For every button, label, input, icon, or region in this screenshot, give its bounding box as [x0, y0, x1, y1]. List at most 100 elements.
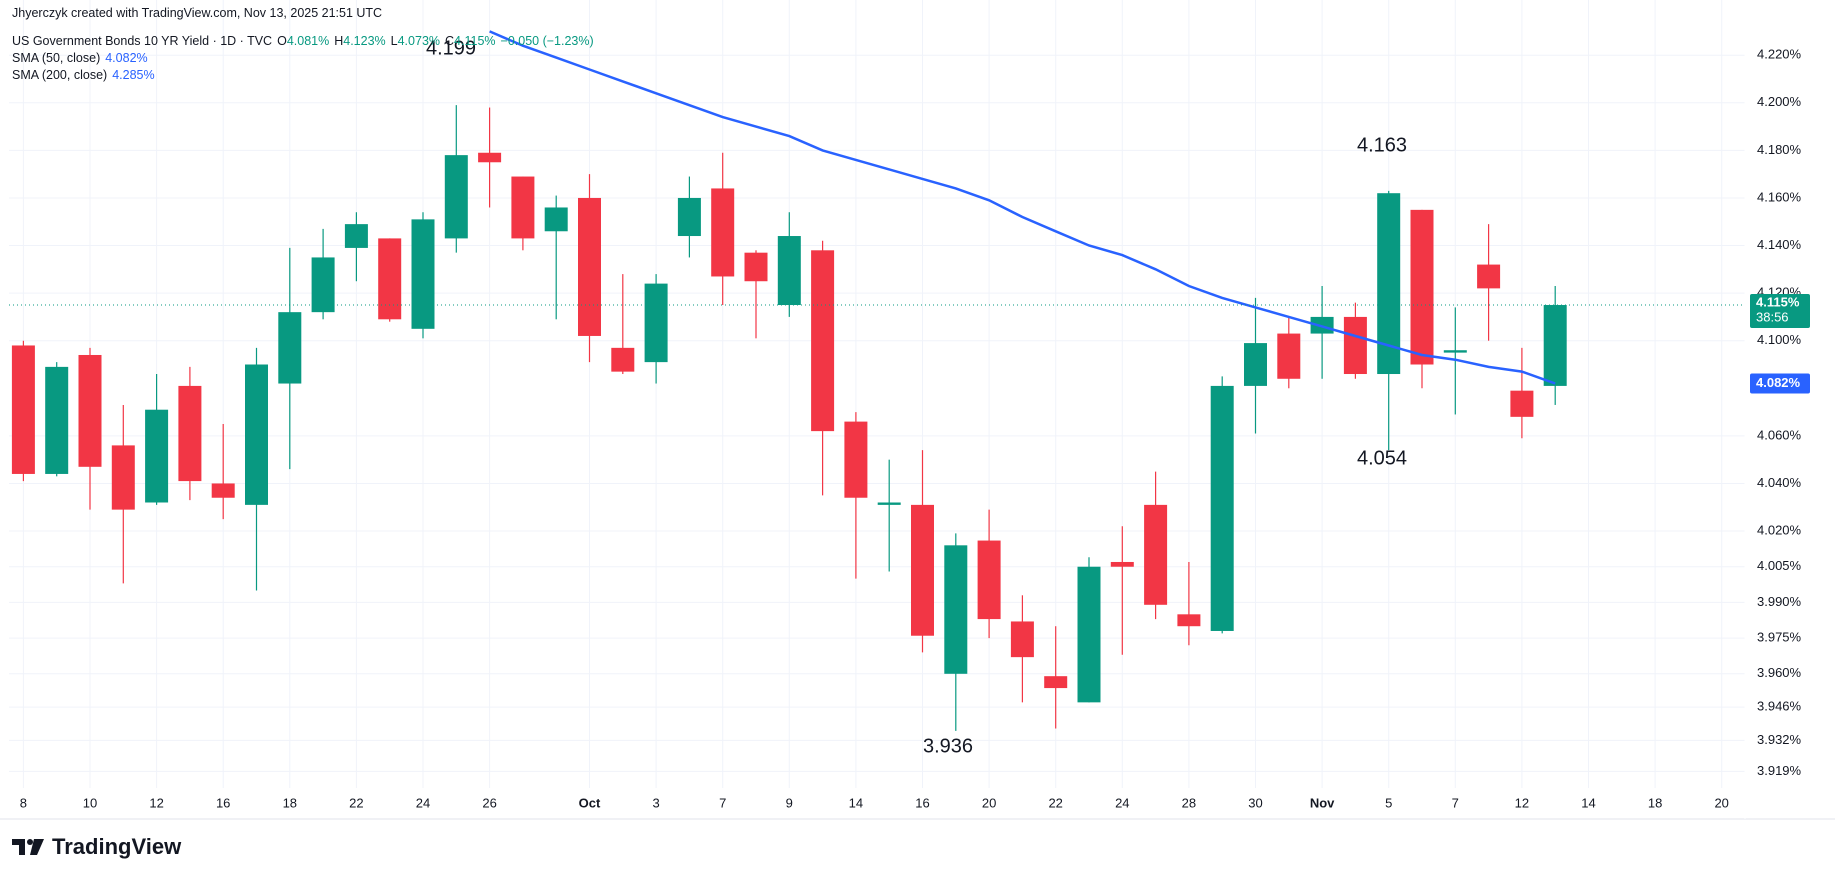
- l: L: [390, 34, 398, 48]
- x-tick-label: 28: [1182, 795, 1196, 810]
- x-tick-label: 12: [149, 795, 163, 810]
- chart-title: US Government Bonds 10 YR Yield · 1D · T…: [12, 34, 273, 48]
- candle-body: [311, 257, 335, 313]
- legend-value: 4.285%: [112, 68, 155, 82]
- candle-body: [245, 364, 268, 505]
- x-tick-label: 14: [1581, 795, 1595, 810]
- y-tick-label: 4.180%: [1757, 142, 1802, 157]
- x-tick-label: 12: [1515, 795, 1529, 810]
- sma-badge: [1750, 373, 1810, 394]
- x-tick-label: 20: [982, 795, 996, 810]
- x-tick-label: 10: [83, 795, 97, 810]
- x-tick-label: 14: [849, 795, 863, 810]
- c: C: [445, 34, 455, 48]
- legend-item[interactable]: SMA (50, close) 4.082%: [12, 51, 153, 65]
- x-tick-label: 24: [416, 795, 430, 810]
- o-value: 4.081%: [286, 34, 330, 48]
- candle-body: [1177, 614, 1201, 627]
- grid: [9, 0, 1745, 788]
- legend-item[interactable]: SMA (200, close) 4.285%: [12, 68, 160, 82]
- candle-body: [1210, 385, 1234, 631]
- y-tick-label: 3.975%: [1757, 630, 1802, 645]
- candle-body: [444, 155, 468, 239]
- y-tick-label: 4.140%: [1757, 237, 1802, 252]
- x-tick-label: 7: [719, 795, 726, 810]
- candle-body: [1477, 264, 1501, 289]
- legend-name: SMA (50, close): [12, 51, 101, 65]
- x-tick-label: 16: [216, 795, 230, 810]
- candle-body: [344, 224, 368, 248]
- candle-body: [1510, 390, 1534, 417]
- x-tick-label: 26: [482, 795, 496, 810]
- x-tick-label: 8: [20, 795, 27, 810]
- candle-body: [211, 483, 235, 498]
- candle-body: [278, 312, 302, 384]
- candle-body: [78, 354, 102, 467]
- y-tick-label: 4.200%: [1757, 94, 1802, 109]
- price-badge: [1750, 294, 1810, 329]
- candle-body: [744, 252, 768, 282]
- y-tick-label: 4.220%: [1757, 47, 1802, 62]
- candle-body: [145, 409, 169, 503]
- sma-badge-label: 4.082%: [1756, 375, 1801, 390]
- candle-body: [1277, 333, 1301, 379]
- y-tick-label: 4.020%: [1757, 522, 1802, 537]
- c-value: 4.115%: [454, 34, 496, 48]
- x-tick-label: 30: [1248, 795, 1262, 810]
- h: H: [334, 34, 344, 48]
- candle-body: [111, 445, 135, 510]
- candle-body: [511, 176, 535, 239]
- candle-body: [1010, 621, 1034, 658]
- x-tick-label: 20: [1714, 795, 1728, 810]
- y-tick-label: 4.100%: [1757, 332, 1802, 347]
- candle-body: [1244, 343, 1267, 386]
- candle-body: [478, 152, 502, 163]
- candle-body: [411, 219, 435, 329]
- candle-body: [1377, 193, 1401, 375]
- y-tick-label: 3.919%: [1757, 763, 1802, 778]
- chart-header: US Government Bonds 10 YR Yield · 1D · T…: [12, 34, 599, 48]
- y-tick-label: 3.932%: [1757, 732, 1802, 747]
- y-tick-label: 4.060%: [1757, 427, 1802, 442]
- o: O: [277, 34, 287, 48]
- candle-body: [1343, 316, 1367, 375]
- change: −0.050 (−1.23%): [500, 34, 594, 48]
- candle-body: [378, 238, 402, 320]
- x-tick-label: 3: [652, 795, 659, 810]
- candle-body: [977, 540, 1001, 620]
- candle-body: [1443, 350, 1467, 353]
- x-tick-label: Nov: [1310, 795, 1335, 810]
- x-tick-label: 16: [915, 795, 929, 810]
- h-value: 4.123%: [343, 34, 386, 48]
- candle-body: [1410, 209, 1434, 365]
- candle-body: [677, 197, 701, 237]
- candle-body: [911, 504, 934, 636]
- candle-body: [11, 345, 35, 474]
- x-tick-label: 22: [1048, 795, 1062, 810]
- countdown: 38:56: [1756, 309, 1789, 324]
- logo-icon: [12, 839, 44, 855]
- x-tick-label: 5: [1385, 795, 1392, 810]
- x-tick-label: 24: [1115, 795, 1129, 810]
- candle-body: [178, 385, 202, 482]
- x-tick-label: 22: [349, 795, 363, 810]
- x-tick-label: Oct: [579, 795, 601, 810]
- y-tick-label: 4.005%: [1757, 558, 1802, 573]
- y-tick-label: 4.040%: [1757, 475, 1802, 490]
- candle-body: [1543, 305, 1567, 386]
- brand-logo[interactable]: TradingView: [12, 834, 181, 860]
- sma-line: [489, 30, 1556, 385]
- candle-body: [578, 197, 601, 336]
- x-tick-label: 7: [1452, 795, 1459, 810]
- candle-body: [944, 545, 968, 674]
- candle-body: [811, 250, 835, 432]
- candle-body: [644, 283, 668, 363]
- candle-body: [611, 347, 635, 372]
- y-tick-label: 3.946%: [1757, 699, 1802, 714]
- x-tick-label: 9: [786, 795, 793, 810]
- x-tick-label: 18: [283, 795, 297, 810]
- candle-body: [1144, 504, 1168, 605]
- candle-body: [1044, 676, 1068, 689]
- annotation: 4.199: [426, 37, 476, 59]
